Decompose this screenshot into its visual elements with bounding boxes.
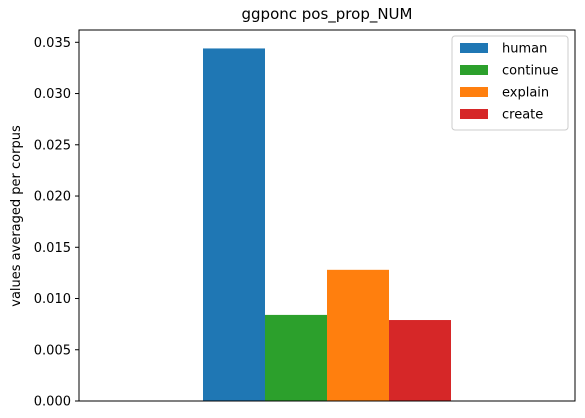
legend-label-create: create <box>502 108 543 123</box>
legend-swatch-explain <box>460 87 488 97</box>
legend-label-explain: explain <box>502 86 549 101</box>
y-axis-label: values averaged per corpus <box>9 125 24 307</box>
legend-swatch-create <box>460 109 488 119</box>
legend: human continue explain create <box>451 35 569 131</box>
y-tick-label: 0.005 <box>34 343 71 358</box>
bar-explain <box>327 269 389 401</box>
bar-human <box>203 48 265 402</box>
y-tick-label: 0.010 <box>34 292 71 307</box>
legend-label-human: human <box>502 42 547 57</box>
bar-create <box>389 320 451 401</box>
y-tick-label: 0.030 <box>34 87 71 102</box>
y-ticks-group: 0.000 0.005 0.010 0.015 0.020 0.025 0.030 0.035 <box>34 36 79 410</box>
chart-title: ggponc pos_prop_NUM <box>242 5 413 24</box>
y-tick-label: 0.025 <box>34 138 71 153</box>
y-tick-label: 0.020 <box>34 190 71 205</box>
legend-swatch-continue <box>460 65 488 75</box>
plot-frame <box>78 29 576 402</box>
legend-swatch-human <box>460 43 488 53</box>
y-tick-label: 0.035 <box>34 36 71 51</box>
y-tick-label: 0.015 <box>34 241 71 256</box>
y-tick-label: 0.000 <box>34 395 71 410</box>
legend-label-continue: continue <box>502 64 559 79</box>
bar-continue <box>265 314 327 401</box>
bars-group <box>203 48 451 402</box>
legend-box <box>451 35 569 131</box>
